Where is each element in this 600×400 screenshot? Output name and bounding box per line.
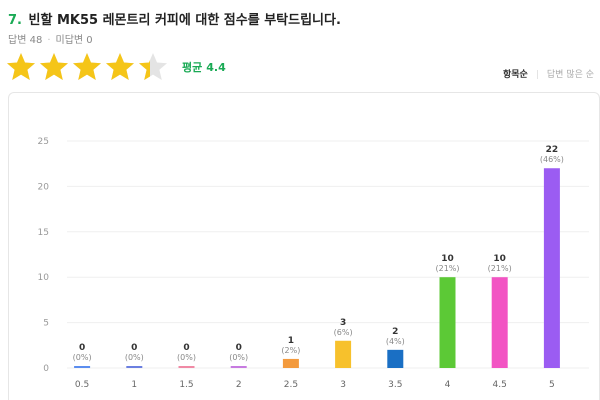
x-tick-label: 5 bbox=[549, 380, 555, 390]
x-tick-label: 1.5 bbox=[179, 380, 193, 390]
average-label: 평균 bbox=[182, 61, 203, 74]
star-icon bbox=[6, 52, 39, 82]
sort-divider: | bbox=[535, 70, 539, 80]
x-tick-label: 3.5 bbox=[388, 380, 402, 390]
separator-dot: · bbox=[47, 35, 51, 46]
bar bbox=[335, 340, 352, 368]
bar-value-label: 10 bbox=[441, 254, 454, 264]
star-icon bbox=[39, 52, 72, 82]
score-chart: 0 5 10 15 20 25 0 (0%) 0.5 0 (0%) 1 0 (0%) 1.5 0 (0%) 2 1(… bbox=[8, 92, 600, 400]
rating-stars bbox=[6, 52, 171, 82]
bar bbox=[491, 277, 508, 368]
bar bbox=[282, 358, 299, 368]
bar-value-label: 3 bbox=[340, 318, 346, 328]
bar-percent-label: (4%) bbox=[386, 337, 405, 346]
bar-percent-label: (21%) bbox=[488, 264, 512, 273]
y-tick-label: 25 bbox=[38, 137, 49, 147]
question-number: 7. bbox=[8, 13, 22, 28]
bar bbox=[74, 366, 91, 368]
star-icon bbox=[105, 52, 138, 82]
x-tick-label: 4.5 bbox=[493, 380, 507, 390]
x-tick-label: 3 bbox=[340, 380, 346, 390]
x-tick-label: 1 bbox=[131, 380, 137, 390]
x-tick-label: 0.5 bbox=[75, 380, 89, 390]
bar-value-label: 0 bbox=[79, 343, 85, 353]
bar-percent-label: (0%) bbox=[229, 353, 248, 362]
no-answers-count: 미답변 0 bbox=[55, 35, 93, 46]
x-tick-label: 2.5 bbox=[284, 380, 298, 390]
question-text: 빈할 MK55 레몬트리 커피에 대한 점수를 부탁드립니다. bbox=[28, 13, 341, 28]
question-title: 7. 빈할 MK55 레몬트리 커피에 대한 점수를 부탁드립니다. bbox=[8, 9, 341, 28]
bar bbox=[178, 366, 195, 368]
bar-value-label: 2 bbox=[392, 327, 398, 337]
bar-value-label: 0 bbox=[236, 343, 242, 353]
bar-value-label: 0 bbox=[131, 343, 137, 353]
answers-count: 답변 48 bbox=[8, 35, 43, 46]
bar bbox=[439, 277, 456, 368]
y-tick-label: 10 bbox=[38, 273, 50, 283]
bar-value-label: 22 bbox=[546, 145, 559, 155]
bar-percent-label: (6%) bbox=[334, 328, 353, 337]
y-tick-label: 20 bbox=[38, 182, 50, 192]
bar-percent-label: (46%) bbox=[540, 155, 564, 164]
x-tick-label: 4 bbox=[445, 380, 451, 390]
answer-meta: 답변 48 · 미답변 0 bbox=[8, 31, 93, 46]
bar bbox=[230, 366, 247, 368]
sort-by-item-button[interactable]: 항목순 bbox=[502, 70, 528, 80]
sort-options: 항목순 | 답변 많은 순 bbox=[503, 67, 594, 80]
bar-percent-label: (0%) bbox=[125, 353, 144, 362]
bar bbox=[387, 349, 404, 368]
bar-percent-label: (0%) bbox=[73, 353, 92, 362]
y-tick-label: 5 bbox=[43, 319, 49, 329]
bar-percent-label: (21%) bbox=[435, 264, 459, 273]
y-tick-label: 15 bbox=[38, 228, 49, 238]
bar bbox=[126, 366, 143, 368]
y-tick-label: 0 bbox=[43, 364, 49, 374]
bar-chart: 05101520250(0%)0.50(0%)10(0%)1.50(0%)21(… bbox=[38, 137, 589, 390]
average-value: 4.4 bbox=[206, 61, 226, 74]
average-score: 평균 4.4 bbox=[178, 59, 226, 75]
bar-percent-label: (2%) bbox=[281, 346, 300, 355]
bar-value-label: 0 bbox=[183, 343, 189, 353]
bar-percent-label: (0%) bbox=[177, 353, 196, 362]
x-tick-label: 2 bbox=[236, 380, 242, 390]
sort-by-count-button[interactable]: 답변 많은 순 bbox=[546, 70, 594, 80]
bar-value-label: 1 bbox=[288, 336, 294, 346]
bar bbox=[543, 168, 560, 368]
star-icon bbox=[138, 52, 171, 82]
star-icon bbox=[72, 52, 105, 82]
bar-value-label: 10 bbox=[493, 254, 506, 264]
